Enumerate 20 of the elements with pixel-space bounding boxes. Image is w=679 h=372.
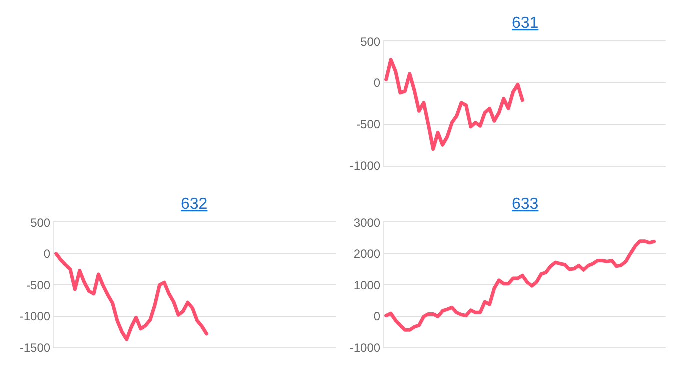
y-tick-label: 0: [374, 76, 381, 90]
y-tick-label: 500: [30, 216, 51, 230]
line-series: [384, 240, 656, 332]
y-tick-label: -500: [356, 118, 381, 132]
y-tick-label: -1000: [350, 340, 381, 355]
y-tick-label: 1000: [354, 278, 381, 292]
y-tick-label: -1500: [20, 340, 51, 355]
chart-title: 631: [512, 15, 539, 32]
chart-title: 633: [512, 196, 539, 213]
y-tick-label: -1000: [20, 310, 51, 324]
y-tick-label: 0: [374, 310, 381, 324]
y-tick-label: 500: [360, 34, 381, 49]
line-series: [384, 58, 524, 151]
y-tick-label: 0: [44, 247, 51, 262]
y-tick-label: 2000: [354, 247, 381, 262]
chart-title: 632: [181, 196, 208, 213]
y-tick-label: -1000: [350, 158, 381, 173]
line-series: [54, 252, 208, 342]
y-tick-label: 3000: [354, 216, 381, 230]
y-tick-label: -500: [26, 278, 51, 292]
